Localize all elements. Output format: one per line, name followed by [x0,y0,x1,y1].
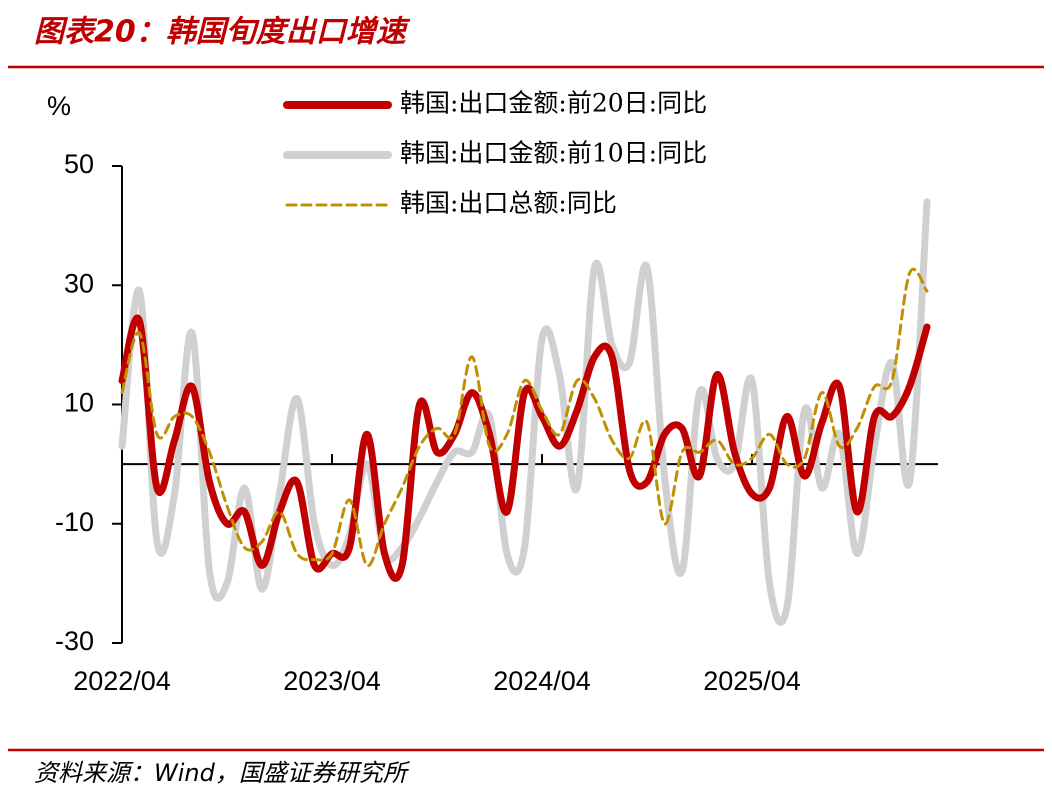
y-tick-label: 30 [64,268,94,298]
x-tick-label: 2024/04 [493,666,591,696]
y-tick-label: -30 [55,626,94,656]
y-tick-label: 10 [64,388,94,418]
x-tick-label: 2025/04 [703,666,801,696]
y-axis-label: % [47,91,71,121]
x-tick-label: 2022/04 [73,666,171,696]
series-line [118,198,931,626]
source: 资料来源：Wind，国盛证券研究所 [34,759,411,787]
chart-title: 图表20：韩国旬度出口增速 [34,15,411,50]
x-tick-label: 2023/04 [283,666,381,696]
y-tick-label: 50 [64,149,94,179]
series-line [120,267,929,567]
series-line [118,314,931,582]
legend-label: 韩国:出口金额:前20日:同比 [400,89,707,118]
legend-label: 韩国:出口总额:同比 [400,189,617,218]
legend-label: 韩国:出口金额:前10日:同比 [400,139,707,168]
y-tick-label: -10 [55,507,94,537]
